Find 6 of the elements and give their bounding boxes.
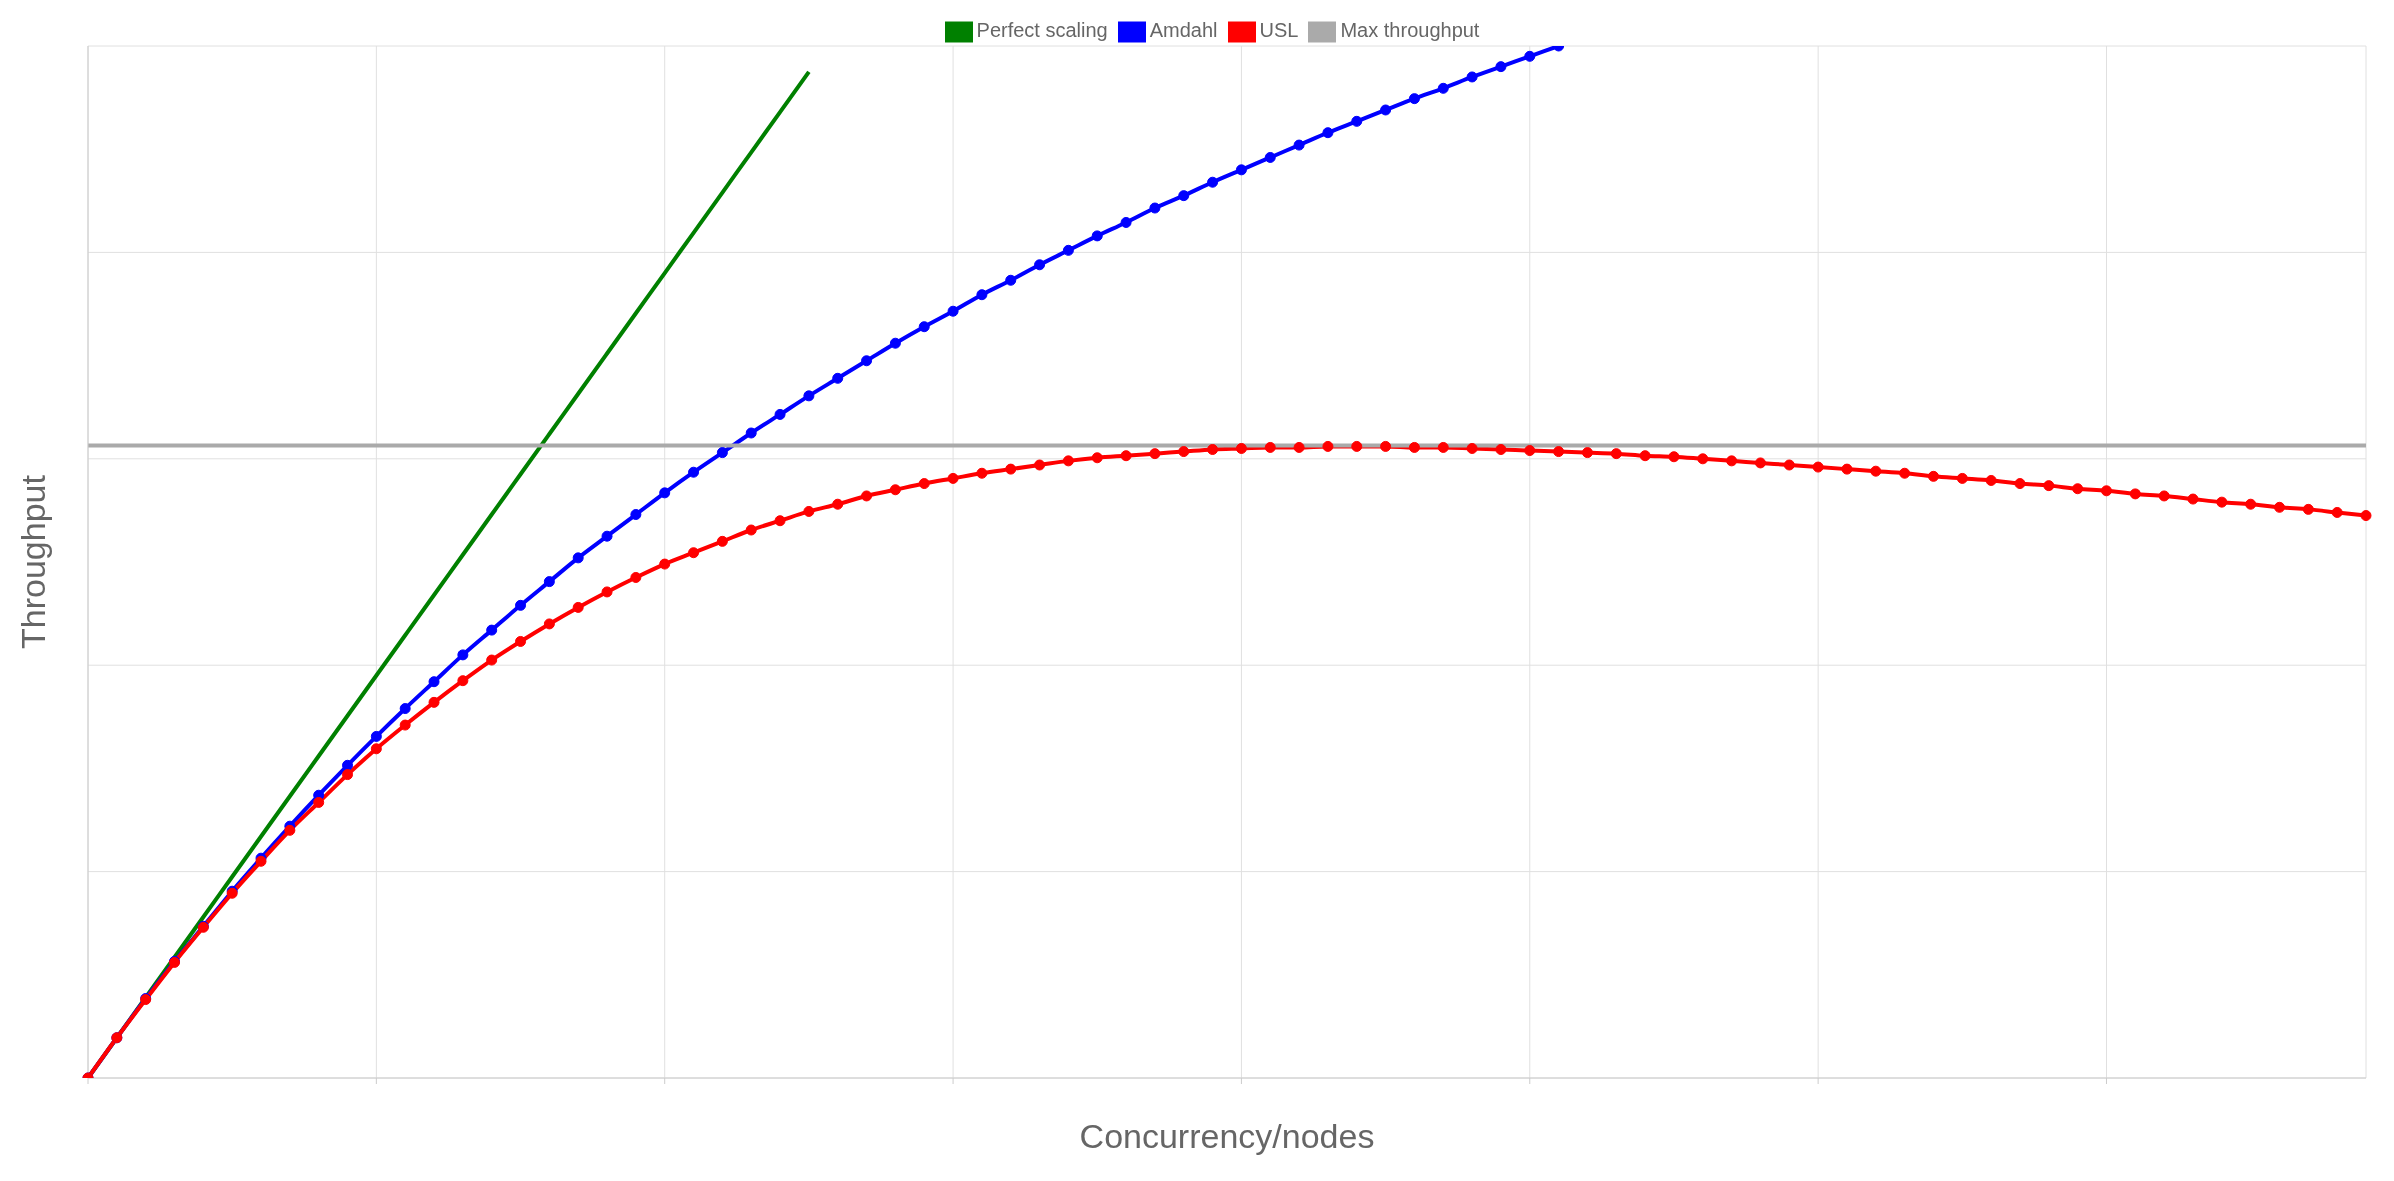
x-axis-title: Concurrency/nodes: [1079, 1117, 1375, 1155]
legend-label: Max throughput: [1340, 19, 1480, 42]
legend-label: Amdahl: [1149, 19, 1218, 42]
legend-label: USL: [1259, 19, 1299, 42]
y-axis-title: Throughput: [14, 474, 53, 649]
legend-label: Perfect scaling: [976, 19, 1108, 42]
